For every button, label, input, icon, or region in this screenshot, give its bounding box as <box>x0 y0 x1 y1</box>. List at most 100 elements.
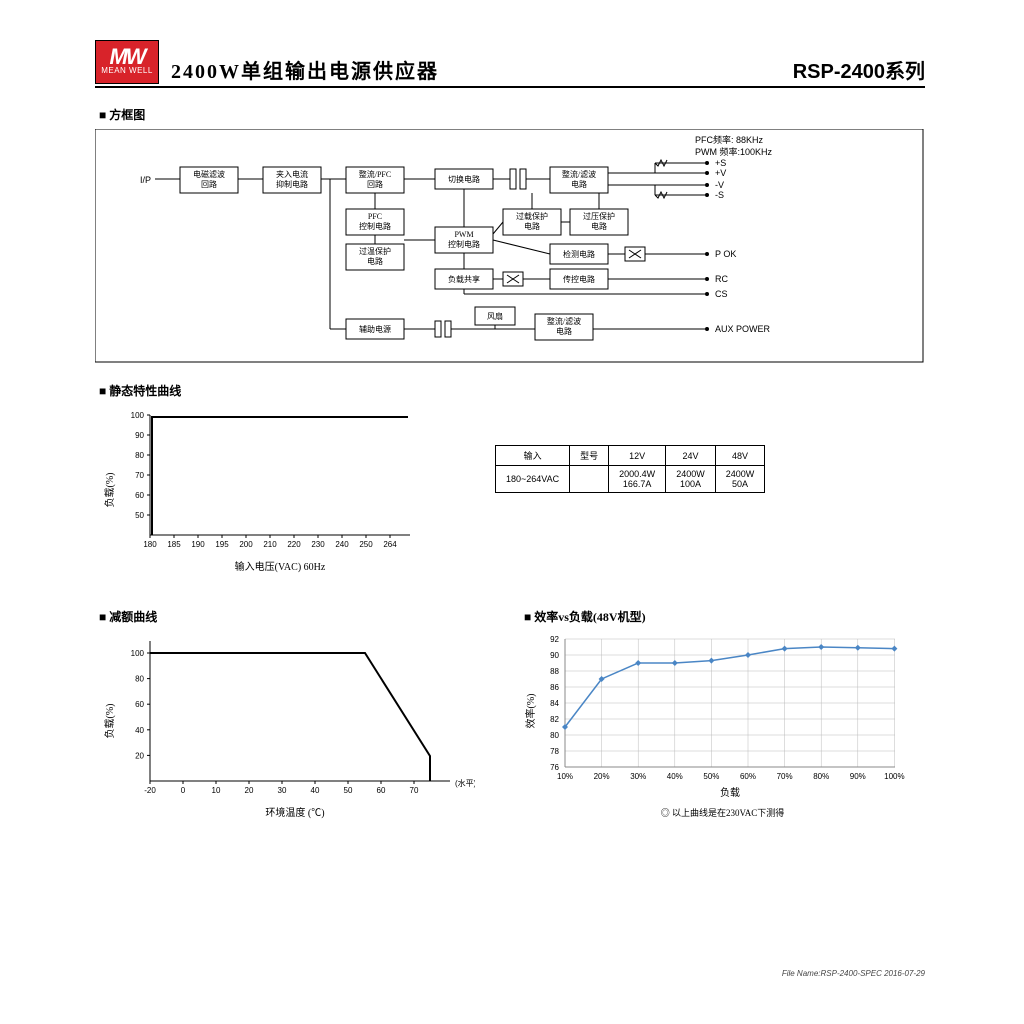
svg-text:92: 92 <box>550 635 559 644</box>
olp-block: 过载保护电路 <box>503 209 561 235</box>
svg-text:190: 190 <box>191 540 205 549</box>
svg-text:100: 100 <box>131 649 145 658</box>
aux-block: 辅助电源 <box>346 319 404 339</box>
svg-text:整流/PFC: 整流/PFC <box>359 169 391 179</box>
svg-text:20: 20 <box>135 751 144 760</box>
svg-text:20: 20 <box>245 786 254 795</box>
svg-text:84: 84 <box>550 699 559 708</box>
svg-text:输入电压(VAC) 60Hz: 输入电压(VAC) 60Hz <box>235 560 326 573</box>
svg-text:40%: 40% <box>667 772 683 781</box>
svg-text:76: 76 <box>550 763 559 772</box>
page-title: 2400W单组输出电源供应器 <box>171 55 793 84</box>
svg-text:30: 30 <box>278 786 287 795</box>
logo-top: MW <box>96 48 158 66</box>
svg-text:回路: 回路 <box>367 179 383 189</box>
svg-text:整流/滤波: 整流/滤波 <box>562 169 596 179</box>
svg-text:180: 180 <box>143 540 157 549</box>
fan-block: 风扇 <box>475 307 515 325</box>
section-block-diagram: 方框图 <box>99 106 925 123</box>
svg-text:80%: 80% <box>813 772 829 781</box>
svg-text:60%: 60% <box>740 772 756 781</box>
svg-text:抑制电路: 抑制电路 <box>276 179 308 189</box>
svg-text:切换电路: 切换电路 <box>448 174 480 184</box>
sig-block: 传控电路 <box>550 269 608 289</box>
svg-text:70%: 70% <box>777 772 793 781</box>
svg-text:检测电路: 检测电路 <box>563 249 595 259</box>
svg-text:230: 230 <box>311 540 325 549</box>
logo: MW MEAN WELL <box>95 40 159 84</box>
svg-text:40: 40 <box>311 786 320 795</box>
svg-text:200: 200 <box>239 540 253 549</box>
otp-block: 过温保护电路 <box>346 244 404 270</box>
svg-text:10: 10 <box>212 786 221 795</box>
svg-text:10%: 10% <box>557 772 573 781</box>
ip-label: I/P <box>140 175 151 185</box>
spec-table: 输入型号12V24V48V 180~264VAC 2000.4W166.7A 2… <box>495 445 765 493</box>
svg-text:+V: +V <box>715 168 726 178</box>
inrush-block: 夹入电流抑制电路 <box>263 167 321 193</box>
pfcc-block: PFC控制电路 <box>346 209 404 235</box>
svg-text:PFC: PFC <box>368 212 382 221</box>
svg-text:195: 195 <box>215 540 229 549</box>
section-eff: 效率vs负载(48V机型) <box>524 608 925 625</box>
svg-text:185: 185 <box>167 540 181 549</box>
svg-text:(水平): (水平) <box>455 778 475 788</box>
svg-text:控制电路: 控制电路 <box>359 221 391 231</box>
svg-text:负载共享: 负载共享 <box>448 274 480 284</box>
svg-text:电路: 电路 <box>556 326 572 336</box>
svg-text:-S: -S <box>715 190 724 200</box>
svg-text:环境温度 (℃): 环境温度 (℃) <box>265 806 324 819</box>
svg-text:88: 88 <box>550 667 559 676</box>
svg-text:辅助电源: 辅助电源 <box>359 324 391 334</box>
svg-text:220: 220 <box>287 540 301 549</box>
svg-text:控制电路: 控制电路 <box>448 239 480 249</box>
svg-text:82: 82 <box>550 715 559 724</box>
derating-chart: 20406080100-20010203040506070 负载(%) 环境温度… <box>95 631 475 826</box>
svg-text:AUX POWER: AUX POWER <box>715 324 771 334</box>
pfc-block: 整流/PFC回路 <box>346 167 404 193</box>
pwm-block: PWM控制电路 <box>435 227 493 253</box>
svg-text:100: 100 <box>131 411 145 420</box>
svg-text:过载保护: 过载保护 <box>516 211 548 221</box>
svg-text:90: 90 <box>550 651 559 660</box>
svg-text:240: 240 <box>335 540 349 549</box>
svg-text:250: 250 <box>359 540 373 549</box>
svg-text:50: 50 <box>344 786 353 795</box>
svg-text:20%: 20% <box>594 772 610 781</box>
svg-text:传控电路: 传控电路 <box>563 274 595 284</box>
series-suffix: 系列 <box>885 61 925 83</box>
series-code: RSP-2400 <box>793 61 885 83</box>
block-diagram: PFC频率: 88KHz PWM 频率:100KHz I/P 电磁滤波回路 夹入… <box>95 129 925 364</box>
det-block: 检测电路 <box>550 244 608 264</box>
svg-text:70: 70 <box>410 786 419 795</box>
svg-text:-V: -V <box>715 180 724 190</box>
svg-text:70: 70 <box>135 471 144 480</box>
svg-text:负载(%): 负载(%) <box>103 704 116 739</box>
svg-text:80: 80 <box>550 731 559 740</box>
svg-text:电磁滤波: 电磁滤波 <box>193 169 225 179</box>
svg-text:RC: RC <box>715 274 728 284</box>
svg-text:50: 50 <box>135 511 144 520</box>
svg-text:30%: 30% <box>630 772 646 781</box>
svg-text:90: 90 <box>135 431 144 440</box>
svg-text:264: 264 <box>383 540 397 549</box>
svg-text:夹入电流: 夹入电流 <box>276 169 308 179</box>
svg-text:40: 40 <box>135 726 144 735</box>
svg-text:过压保护: 过压保护 <box>583 211 615 221</box>
static-chart: 5060708090100180185190195200210220230240… <box>95 405 435 580</box>
svg-text:60: 60 <box>135 491 144 500</box>
footer: File Name:RSP-2400-SPEC 2016-07-29 <box>782 969 925 978</box>
eff-note: ◎ 以上曲线是在230VAC下测得 <box>520 806 925 819</box>
section-derating: 减额曲线 <box>99 608 500 625</box>
svg-text:50%: 50% <box>703 772 719 781</box>
svg-text:100%: 100% <box>884 772 904 781</box>
svg-text:60: 60 <box>135 700 144 709</box>
efficiency-chart: 76788082848688909210%20%30%40%50%60%70%8… <box>520 631 920 806</box>
svg-text:P OK: P OK <box>715 249 736 259</box>
svg-text:电路: 电路 <box>571 179 587 189</box>
emi-block: 电磁滤波回路 <box>180 167 238 193</box>
header: MW MEAN WELL 2400W单组输出电源供应器 RSP-2400系列 <box>95 40 925 88</box>
logo-bottom: MEAN WELL <box>96 66 158 76</box>
svg-text:CS: CS <box>715 289 728 299</box>
svg-text:整流/滤波: 整流/滤波 <box>547 316 581 326</box>
